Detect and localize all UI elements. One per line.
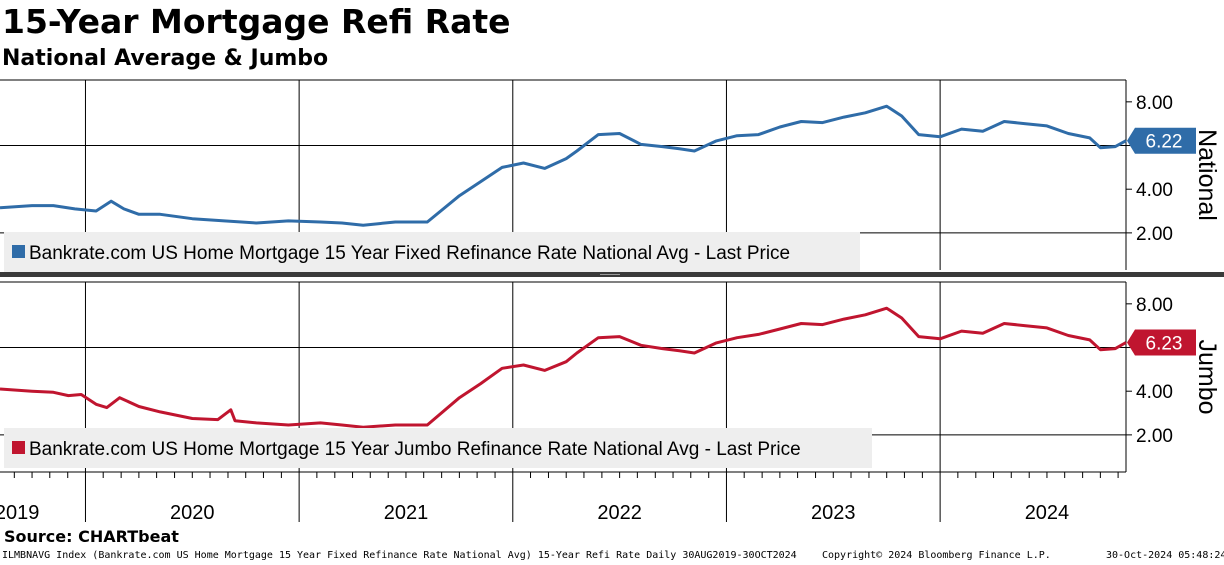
x-year-label: 2022 <box>597 502 642 524</box>
bottom-y-tick-label: 4.00 <box>1136 382 1173 403</box>
chart-title: 15-Year Mortgage Refi Rate <box>2 2 511 41</box>
footer-timestamp: 30-Oct-2024 05:48:24 <box>1106 550 1224 561</box>
bottom-legend-swatch <box>12 441 25 454</box>
top-y-tick-label: 8.00 <box>1136 93 1173 114</box>
bottom-series-line <box>0 306 1127 429</box>
top-legend-label: Bankrate.com US Home Mortgage 15 Year Fi… <box>29 243 790 264</box>
x-year-label: 2021 <box>384 502 429 524</box>
bottom-last-value-badge <box>1127 329 1196 356</box>
x-year-label: 2020 <box>170 502 215 524</box>
top-y-tick-label: 2.00 <box>1136 224 1173 245</box>
footer-index-description: ILMBNAVG Index (Bankrate.com US Home Mor… <box>2 550 797 561</box>
bottom-last-value-label: 6.23 <box>1146 333 1183 354</box>
footer-copyright: Copyright© 2024 Bloomberg Finance L.P. <box>822 550 1051 561</box>
bottom-legend-box <box>4 428 872 468</box>
top-legend-box <box>4 232 860 272</box>
bottom-y-tick-label: 8.00 <box>1136 295 1173 316</box>
chart-subtitle: National Average & Jumbo <box>2 46 329 71</box>
x-year-label: 2019 <box>0 502 39 524</box>
x-year-label: 2023 <box>811 502 856 524</box>
top-legend-swatch <box>12 245 25 258</box>
x-year-label: 2024 <box>1025 502 1070 524</box>
top-last-value-label: 6.22 <box>1146 132 1183 153</box>
bottom-legend-label: Bankrate.com US Home Mortgage 15 Year Ju… <box>29 439 801 460</box>
source-note: Source: CHARTbeat <box>4 527 179 546</box>
top-axis-title: National <box>1193 129 1221 221</box>
top-series-line <box>0 104 1127 227</box>
bottom-y-tick-label: 2.00 <box>1136 426 1173 447</box>
top-last-value-badge <box>1127 127 1196 154</box>
bottom-axis-title: Jumbo <box>1193 339 1221 414</box>
top-y-tick-label: 4.00 <box>1136 180 1173 201</box>
